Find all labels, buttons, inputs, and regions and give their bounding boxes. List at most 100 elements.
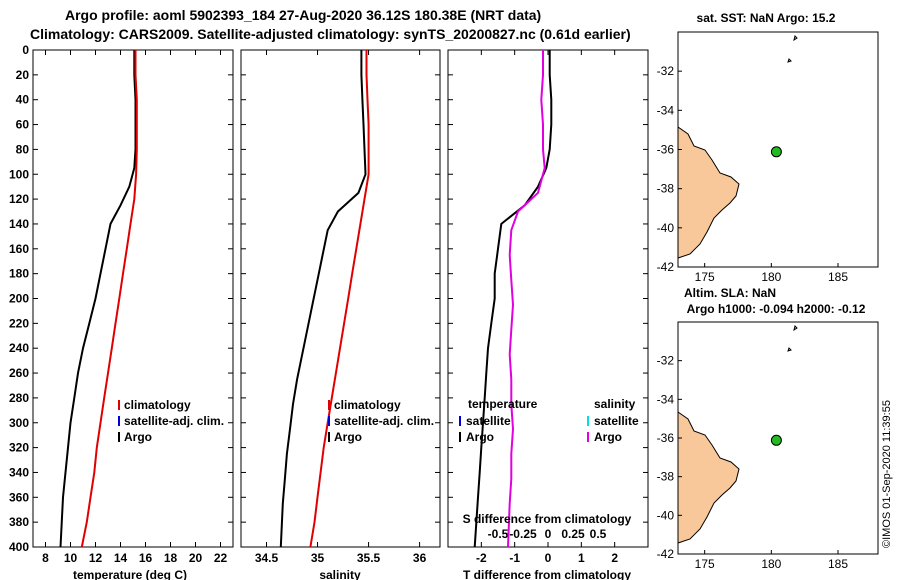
y-tick-label: 20 [16,68,30,82]
y-tick-label: 80 [16,142,30,156]
legend-swatch-climatology [328,400,330,410]
map-x-tick-label: 185 [828,557,848,571]
island-speck [793,325,798,332]
sla-map-subtitle: Argo h1000: -0.094 h2000: -0.12 [687,302,866,316]
x-tick-label: 1 [578,551,585,565]
x-tick-label: 10 [64,551,78,565]
legend-swatch-s-argo [587,432,589,442]
legend-swatch-satellite [118,416,120,426]
y-tick-label: 260 [9,366,29,380]
island-speck [787,58,792,63]
map-y-tick-label: -42 [657,260,675,274]
legend-label-satellite: satellite-adj. clim. [124,414,224,428]
temperature-plot-frame [32,49,234,548]
salinity-legend: climatology satellite-adj. clim. Argo [328,398,434,444]
difference-panel: -2 -1 0 1 2 -0.5 -0.25 0 0.25 0.5 temperature sat… [447,49,649,580]
x-tick-label: 0 [545,551,552,565]
island-speck [793,35,798,42]
legend-label-s-argo: Argo [594,430,622,444]
argo-float-marker [770,146,782,158]
sst-map-panel: sat. SST: NaN Argo: 15.2 -32 -34 -36 -38 -40… [657,11,879,284]
difference-xlabel-temperature: T difference from climatology [463,568,631,580]
series-line-climatology [80,50,138,548]
y-tick-label: 0 [22,43,29,57]
map-y-tick-label: -36 [657,143,675,157]
map-y-tick-label: -34 [657,392,675,406]
series-line-argo [59,50,137,548]
legend-label-climatology: climatology [334,398,401,412]
y-tick-label: 40 [16,93,30,107]
y-tick-label: 140 [9,217,29,231]
map-x-tick-label: 185 [828,270,848,284]
sst-map-land [677,35,798,259]
map-x-tick-label: 180 [761,557,781,571]
temperature-panel: 0 20 40 60 80 100 120 140 160 180 200 220 240 260 280 3… [9,43,234,580]
x-tick-label: 34.5 [255,551,279,565]
temperature-legend: climatology satellite-adj. clim. Argo [118,398,224,444]
legend-label-satellite: satellite-adj. clim. [334,414,434,428]
legend-swatch-s-satellite [587,416,589,426]
y-tick-label: 180 [9,267,29,281]
map-y-tick-label: -32 [657,354,675,368]
difference-plot-frame [447,49,649,548]
series-line-argo-s-difference [507,50,546,548]
sla-map-panel: Altim. SLA: NaN Argo h1000: -0.094 h2000… [657,286,879,571]
y-tick-label: 340 [9,465,29,479]
legend-swatch-argo [118,432,120,442]
y-tick-label: 380 [9,515,29,529]
salinity-xlabel: salinity [319,568,361,580]
x-tick-label: 35 [311,551,325,565]
difference-legend: temperature satellite Argo salinity sate… [459,397,639,444]
x2-tick-label: -0.25 [509,527,537,541]
north-island-land [677,126,740,259]
legend-swatch-satellite [328,416,330,426]
series-line-climatology [309,50,370,548]
y-tick-label: 300 [9,416,29,430]
y-tick-label: 60 [16,118,30,132]
y-tick-label: 240 [9,341,29,355]
y-tick-label: 100 [9,167,29,181]
map-y-tick-label: -36 [657,431,675,445]
x-tick-label: -1 [509,551,520,565]
legend-label-argo: Argo [334,430,362,444]
y-tick-label: 220 [9,316,29,330]
series-line-argo [279,50,367,548]
x-tick-label: 18 [164,551,178,565]
x-tick-label: 12 [89,551,103,565]
island-speck [787,347,792,352]
sla-map-title: Altim. SLA: NaN [684,286,776,300]
y-tick-label: 280 [9,391,29,405]
salinity-plot-frame [240,49,441,548]
map-x-tick-label: 175 [695,270,715,284]
sst-map-ticks: -32 -34 -36 -38 -40 -42 175 180 185 [657,64,849,284]
north-island-land [677,411,740,544]
x2-tick-label: 0.25 [561,527,585,541]
legend-label-t-satellite: satellite [466,414,511,428]
map-y-tick-label: -38 [657,470,675,484]
temperature-axis-ticks: 0 20 40 60 80 100 120 140 160 180 200 220 240 260 280 3… [9,43,233,565]
series-line-argo-t-difference [473,50,553,548]
difference-series [473,50,553,548]
salinity-series [279,50,370,548]
x-tick-label: 8 [42,551,49,565]
sla-map-ticks: -32 -34 -36 -38 -40 -42 175 180 185 [657,354,849,571]
temperature-series [59,50,138,548]
x-tick-label: 16 [139,551,153,565]
sla-map-land [677,325,798,544]
sst-map-title: sat. SST: NaN Argo: 15.2 [697,11,836,25]
y-tick-label: 320 [9,441,29,455]
map-y-tick-label: -40 [657,508,675,522]
title-line-2: Climatology: CARS2009. Satellite-adjuste… [30,26,631,42]
argo-float-marker [770,434,782,446]
y-tick-label: 400 [9,540,29,554]
x2-tick-label: 0 [545,527,552,541]
x-tick-label: 36 [413,551,427,565]
legend-label-argo: Argo [124,430,152,444]
map-y-tick-label: -42 [657,547,675,561]
x-tick-label: 20 [189,551,203,565]
x-tick-label: -2 [476,551,487,565]
map-x-tick-label: 175 [695,557,715,571]
title-line-1: Argo profile: aoml 5902393_184 27-Aug-20… [65,7,541,23]
y-tick-label: 120 [9,192,29,206]
